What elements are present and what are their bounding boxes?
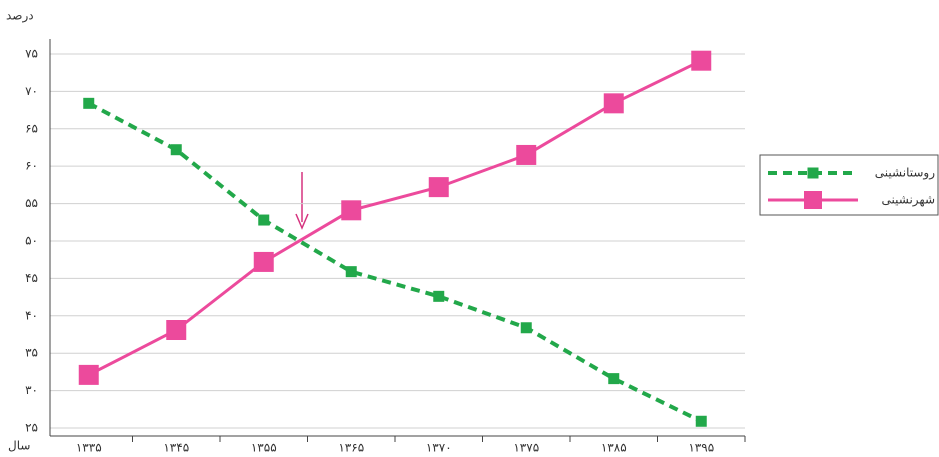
y-tick-label: ۴۵ [25, 271, 38, 285]
legend-label: شهرنشینی [882, 193, 936, 208]
point-marker [78, 364, 99, 385]
point-marker [608, 373, 620, 385]
y-tick-label: ۵۵ [25, 196, 38, 210]
y-tick-label: ۷۰ [25, 84, 38, 98]
x-tick-label: ۱۳۶۵ [338, 441, 364, 455]
y-tick-label: ۲۵ [25, 421, 38, 435]
legend [759, 154, 939, 216]
point-marker [166, 320, 187, 341]
point-marker [428, 177, 449, 198]
point-marker [341, 200, 362, 221]
legend-label: روستانشینی [875, 166, 935, 181]
x-tick-label: ۱۳۷۵ [513, 441, 539, 455]
x-tick-label: ۱۳۷۰ [426, 441, 452, 455]
y-tick-label: ۳۵ [25, 346, 38, 360]
point-marker [345, 266, 357, 278]
x-tick-label: ۱۳۵۵ [251, 441, 277, 455]
y-tick-label: ۶۰ [25, 159, 38, 173]
point-marker [695, 415, 707, 427]
point-marker [258, 214, 270, 226]
y-tick-label: ۶۵ [25, 121, 38, 135]
y-tick-label: ۴۰ [25, 308, 38, 322]
y-tick-label: ۷۵ [25, 46, 38, 60]
y-axis-label: درصد [6, 9, 34, 24]
point-marker [691, 50, 712, 71]
point-marker [253, 251, 274, 272]
point-marker [433, 290, 445, 302]
point-marker [83, 97, 95, 109]
point-marker [170, 144, 182, 156]
point-marker [516, 144, 537, 165]
y-tick-label: ۳۰ [25, 383, 38, 397]
point-marker [520, 322, 532, 334]
x-tick-label: ۱۳۴۵ [163, 441, 189, 455]
series-line [88, 59, 702, 377]
legend-marker [804, 191, 822, 209]
x-axis-label: سال [8, 439, 30, 453]
x-tick-label: ۱۳۸۵ [601, 441, 627, 455]
arrow-head [295, 213, 309, 230]
point-marker [603, 93, 624, 114]
x-tick-label: ۱۳۹۵ [688, 441, 714, 455]
annotation-arrow [295, 172, 309, 230]
x-tick-label: ۱۳۳۵ [76, 441, 102, 455]
legend-marker [807, 167, 819, 179]
y-tick-label: ۵۰ [25, 233, 38, 247]
